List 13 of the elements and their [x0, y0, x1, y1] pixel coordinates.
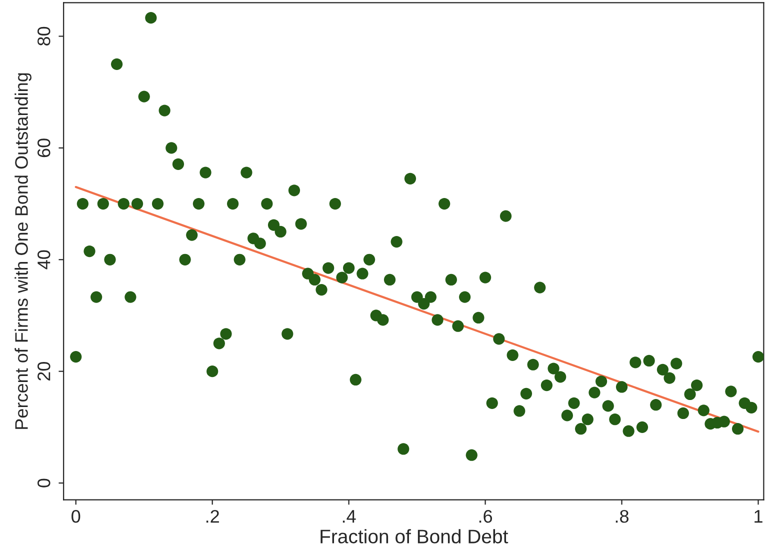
- x-axis-title: Fraction of Bond Debt: [320, 529, 508, 544]
- x-tick-label: .2: [206, 510, 219, 523]
- x-tick-label: .8: [616, 510, 629, 523]
- y-tick-label: 0: [38, 478, 50, 488]
- x-tick-label: 0: [72, 510, 80, 523]
- x-tick-label: .6: [479, 510, 492, 523]
- x-tick-label: .4: [342, 510, 356, 523]
- y-tick-label: 20: [38, 362, 50, 380]
- y-axis-title: Percent of Firms with One Bond Outstanding: [14, 73, 32, 429]
- y-tick-label: 40: [38, 250, 50, 270]
- x-tick-label: 1: [754, 510, 762, 523]
- y-tick-label: 60: [38, 138, 50, 158]
- y-tick-label: 80: [38, 26, 50, 46]
